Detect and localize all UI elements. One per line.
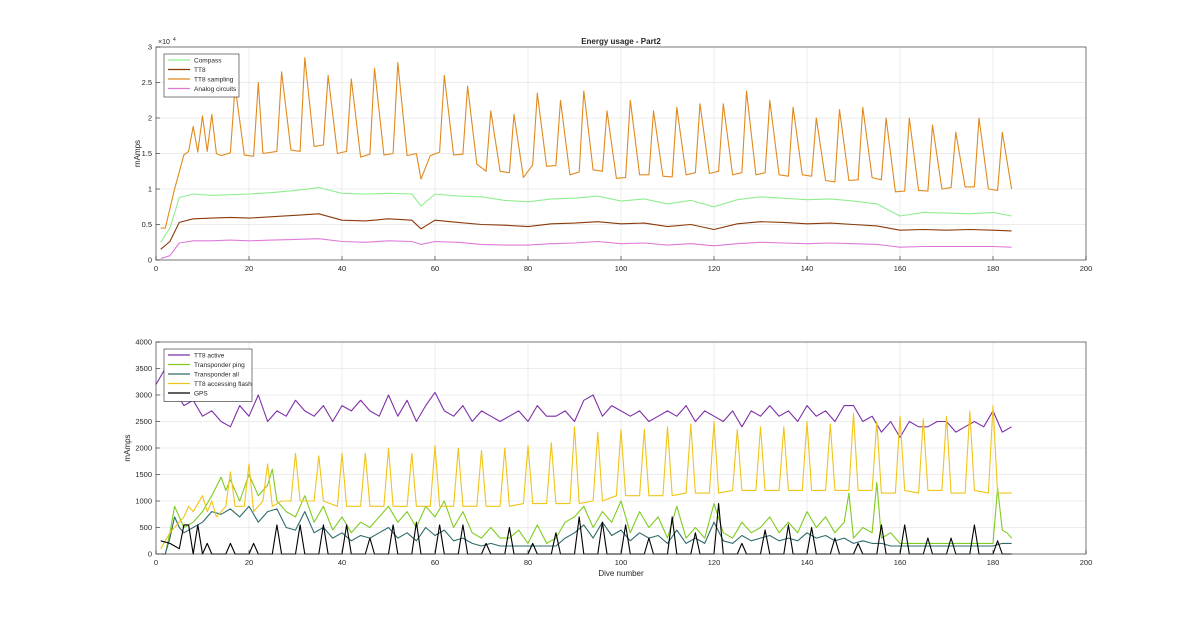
x-tick-label: 100 xyxy=(615,264,628,273)
y-tick-label: 0 xyxy=(148,256,152,265)
legend-label-transponder-ping: Transponder ping xyxy=(194,362,245,369)
y-tick-label: 2500 xyxy=(135,417,152,426)
series-line-tt8-accessing-flash xyxy=(160,405,1012,549)
series-line-tt8 xyxy=(160,213,1012,250)
legend-label-gps: GPS xyxy=(194,390,208,397)
series-line-compass xyxy=(160,187,1012,243)
legend-label-tt8-accessing-flash: TT8 accessing flash xyxy=(194,381,252,388)
legend-label-tt8: TT8 xyxy=(194,67,206,74)
x-tick-label: 160 xyxy=(894,264,907,273)
legend-label-tt8-sampling: TT8 sampling xyxy=(194,76,234,83)
x-tick-label: 40 xyxy=(338,264,346,273)
y-exponent-power: 4 xyxy=(173,37,176,43)
x-tick-label: 180 xyxy=(987,558,1000,567)
series-line-analog-circuits xyxy=(160,238,1012,260)
legend-label-analog-circuits: Analog circuits xyxy=(194,86,237,93)
y-tick-label: 0 xyxy=(148,550,152,559)
y-tick-label: 2.5 xyxy=(142,78,152,87)
y-axis-label: mAmps xyxy=(123,434,132,461)
x-tick-label: 100 xyxy=(615,558,628,567)
legend-label-compass: Compass xyxy=(194,57,222,64)
series-line-transponder-all xyxy=(160,505,1012,555)
x-tick-label: 200 xyxy=(1080,558,1093,567)
y-tick-label: 1.5 xyxy=(142,149,152,158)
top-chart: 0 20 40 60 80 100 120 140 160 180 200 0 0.5 1 1.5 2 2.5 3… xyxy=(133,37,1092,273)
x-tick-label: 60 xyxy=(431,558,439,567)
x-tick-label: 160 xyxy=(894,558,907,567)
x-tick-label: 140 xyxy=(801,558,814,567)
y-tick-label: 1 xyxy=(148,185,152,194)
legend-label-tt8-active: TT8 active xyxy=(194,352,225,359)
y-tick-label: 3 xyxy=(148,43,152,52)
series-line-tt8-active xyxy=(155,367,1012,438)
y-tick-label: 2000 xyxy=(135,444,152,453)
y-tick-label: 1000 xyxy=(135,497,152,506)
legend-label-transponder-all: Transponder all xyxy=(194,371,239,378)
x-tick-label: 20 xyxy=(245,264,253,273)
y-axis-label: mAmps xyxy=(133,140,142,167)
figure-title: Energy usage - Part2 xyxy=(581,37,661,46)
x-tick-label: 0 xyxy=(154,264,158,273)
y-tick-label: 4000 xyxy=(135,338,152,347)
y-tick-label: 1500 xyxy=(135,470,152,479)
y-tick-label: 500 xyxy=(139,523,152,532)
x-tick-label: 20 xyxy=(245,558,253,567)
bottom-chart: 0 20 40 60 80 100 120 140 160 180 2000500100015002… xyxy=(123,338,1092,578)
x-axis-label: Dive number xyxy=(598,569,644,578)
x-tick-label: 140 xyxy=(801,264,814,273)
y-exponent-base: ×10 xyxy=(158,39,170,46)
x-tick-label: 180 xyxy=(987,264,1000,273)
x-tick-label: 40 xyxy=(338,558,346,567)
x-tick-label: 80 xyxy=(524,558,532,567)
x-tick-label: 200 xyxy=(1080,264,1093,273)
y-tick-label: 3500 xyxy=(135,364,152,373)
x-tick-label: 60 xyxy=(431,264,439,273)
x-tick-label: 120 xyxy=(708,264,721,273)
y-tick-label: 2 xyxy=(148,114,152,123)
x-tick-label: 80 xyxy=(524,264,532,273)
series-line-transponder-ping xyxy=(160,468,1013,555)
x-tick-label: 120 xyxy=(708,558,721,567)
y-tick-label: 0.5 xyxy=(142,220,152,229)
legend-box xyxy=(163,53,240,98)
y-tick-label: 3000 xyxy=(135,391,152,400)
series-line-tt8-sampling xyxy=(160,57,1013,229)
x-tick-label: 0 xyxy=(154,558,158,567)
